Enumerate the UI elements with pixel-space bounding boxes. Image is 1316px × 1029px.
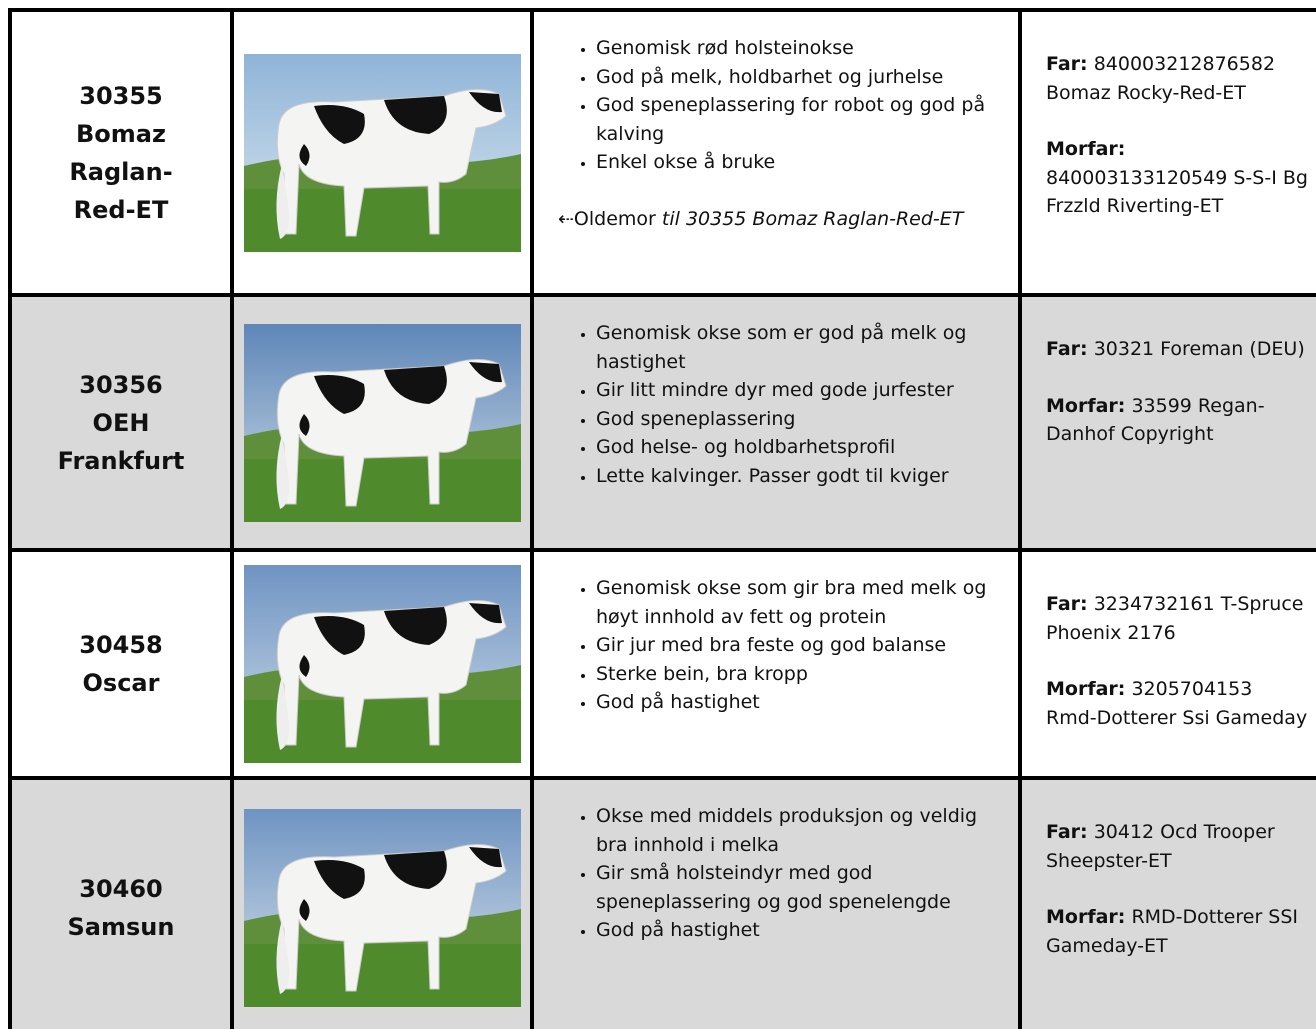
bullet-item: God på melk, holdbarhet og jurhelse	[596, 63, 990, 92]
bullet-item: God speneplassering for robot og god på …	[596, 91, 990, 148]
morfar: Morfar: 33599 Regan-Danhof Copyright	[1046, 392, 1308, 449]
bullet-item: God speneplassering	[596, 405, 990, 434]
parents: Far: 30321 Foreman (DEU) Morfar: 33599 Re…	[1018, 293, 1316, 552]
morfar-value: 3205704153 Rmd-Dotterer Ssi Gameday	[1046, 678, 1308, 729]
description: Genomisk okse som er god på melk og hast…	[530, 293, 1022, 552]
far-value: 840003212876582 Bomaz Rocky-Red-ET	[1046, 53, 1276, 104]
cow-photo	[243, 323, 521, 522]
far: Far: 3234732161 T-Spruce Phoenix 2176	[1046, 590, 1308, 647]
photo-cell	[230, 293, 534, 552]
far-label: Far:	[1046, 821, 1088, 843]
table-row: 30356 OEH Frankfurt Genomisk okse som er…	[8, 293, 1316, 552]
bullet-item: God helse- og holdbarhetsprofil	[596, 433, 990, 462]
table-row: 30460 Samsun Okse med middels produksjon…	[8, 776, 1316, 1029]
morfar-label: Morfar:	[1046, 394, 1126, 417]
bullet-item: Enkel okse å bruke	[596, 148, 990, 177]
bullet-list: Genomisk okse som gir bra med melk og hø…	[558, 574, 990, 717]
cow-photo	[243, 809, 521, 1007]
description: Genomisk rød holsteinokseGod på melk, ho…	[530, 8, 1022, 297]
photo-cell	[230, 548, 534, 780]
bullet-item: Gir litt mindre dyr med gode jurfester	[596, 376, 990, 405]
description: Genomisk okse som gir bra med melk og hø…	[530, 548, 1022, 780]
note-italic: til 30355 Bomaz Raglan-Red-ET	[661, 207, 964, 230]
morfar: Morfar: 3205704153 Rmd-Dotterer Ssi Game…	[1046, 675, 1308, 732]
bull-name: 30458 Oscar	[8, 548, 234, 780]
bullet-list: Genomisk okse som er god på melk og hast…	[558, 319, 990, 490]
photo-cell	[230, 8, 534, 297]
note: ⇠Oldemor til 30355 Bomaz Raglan-Red-ET	[558, 205, 990, 234]
description: Okse med middels produksjon og veldig br…	[530, 776, 1022, 1029]
bullet-item: Genomisk okse som er god på melk og hast…	[596, 319, 990, 376]
morfar-value: 33599 Regan-Danhof Copyright	[1046, 394, 1265, 446]
far-label: Far:	[1046, 53, 1088, 75]
bullet-item: Lette kalvinger. Passer godt til kviger	[596, 462, 990, 491]
morfar-label: Morfar:	[1046, 906, 1126, 928]
far: Far: 840003212876582 Bomaz Rocky-Red-ET	[1046, 50, 1308, 107]
bullet-item: Okse med middels produksjon og veldig br…	[596, 802, 990, 859]
morfar-value: RMD-Dotterer SSI Gameday-ET	[1046, 906, 1299, 957]
bull-name: 30355 Bomaz Raglan-Red-ET	[8, 8, 234, 297]
bullet-item: Sterke bein, bra kropp	[596, 660, 990, 689]
far-label: Far:	[1046, 338, 1088, 360]
far-label: Far:	[1046, 593, 1088, 615]
parents: Far: 840003212876582 Bomaz Rocky-Red-ET M…	[1018, 8, 1316, 297]
bull-name: 30356 OEH Frankfurt	[8, 293, 234, 552]
morfar-label: Morfar:	[1046, 678, 1126, 700]
cow-photo	[243, 565, 521, 763]
morfar-label: Morfar:	[1046, 138, 1126, 160]
bullet-item: Gir små holsteindyr med god speneplasser…	[596, 859, 990, 916]
note-prefix: ⇠Oldemor	[558, 207, 656, 230]
table-row: 30458 Oscar Genomisk okse som gir bra me…	[8, 548, 1316, 780]
far: Far: 30412 Ocd Trooper Sheepster-ET	[1046, 818, 1308, 875]
morfar: Morfar: RMD-Dotterer SSI Gameday-ET	[1046, 903, 1308, 960]
bullet-list: Okse med middels produksjon og veldig br…	[558, 802, 990, 945]
cow-photo	[243, 53, 521, 252]
parents: Far: 3234732161 T-Spruce Phoenix 2176 Mor…	[1018, 548, 1316, 780]
morfar-value: 840003133120549 S-S-I Bg Frzzld Rivertin…	[1046, 166, 1308, 218]
bullet-item: Gir jur med bra feste og god balanse	[596, 631, 990, 660]
bullet-item: God på hastighet	[596, 688, 990, 717]
morfar: Morfar: 840003133120549 S-S-I Bg Frzzld …	[1046, 135, 1308, 221]
far: Far: 30321 Foreman (DEU)	[1046, 335, 1308, 364]
bull-name: 30460 Samsun	[8, 776, 234, 1029]
photo-cell	[230, 776, 534, 1029]
bullet-item: Genomisk rød holsteinokse	[596, 34, 990, 63]
far-value: 30321 Foreman (DEU)	[1093, 338, 1305, 360]
parents: Far: 30412 Ocd Trooper Sheepster-ET Morfa…	[1018, 776, 1316, 1029]
far-value: 3234732161 T-Spruce Phoenix 2176	[1046, 593, 1304, 644]
bullet-item: Genomisk okse som gir bra med melk og hø…	[596, 574, 990, 631]
bullet-item: God på hastighet	[596, 916, 990, 945]
bull-table: 30355 Bomaz Raglan-Red-ET Genomisk rød h…	[8, 8, 1316, 1029]
bullet-list: Genomisk rød holsteinokseGod på melk, ho…	[558, 34, 990, 177]
table-row: 30355 Bomaz Raglan-Red-ET Genomisk rød h…	[8, 8, 1316, 297]
far-value: 30412 Ocd Trooper Sheepster-ET	[1046, 821, 1275, 872]
